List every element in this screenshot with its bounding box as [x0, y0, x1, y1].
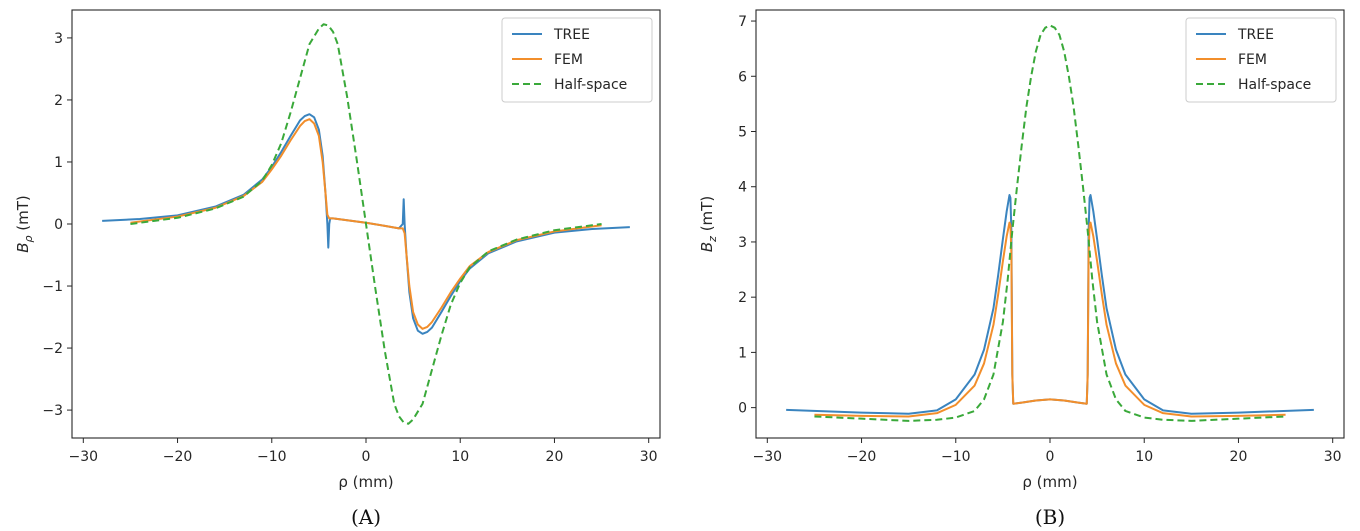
x-tick-label: 10 [1135, 449, 1153, 465]
y-tick-label: 2 [54, 93, 63, 109]
x-tick-label: 0 [1046, 449, 1055, 465]
x-tick-label: 30 [1324, 449, 1342, 465]
series-group [786, 24, 1314, 422]
y-axis-label: Bρ (mT) [14, 195, 35, 253]
series-line-tree [786, 194, 1314, 415]
legend-label: TREE [553, 27, 590, 43]
series-line-half-space [814, 24, 1286, 422]
x-axis-label: ρ (mm) [1022, 473, 1077, 491]
x-tick-label: 30 [640, 449, 658, 465]
y-tick-label: −2 [42, 341, 63, 357]
y-axis-label: Bz (mT) [698, 196, 719, 252]
series-line-fem [814, 221, 1286, 418]
y-tick-label: 4 [738, 180, 747, 196]
x-tick-label: −30 [69, 449, 99, 465]
legend-label: FEM [554, 52, 583, 68]
series-line-half-space [130, 23, 602, 425]
y-tick-label: 7 [738, 14, 747, 30]
legend-label: FEM [1238, 52, 1267, 68]
legend-box [1185, 17, 1337, 103]
x-tick-label: −10 [257, 449, 287, 465]
panel-caption: (B) [1035, 505, 1065, 529]
x-tick-label: −20 [163, 449, 193, 465]
y-tick-label: 0 [54, 217, 63, 233]
x-tick-label: −30 [753, 449, 783, 465]
legend-label: Half-space [554, 77, 627, 93]
y-tick-label: 5 [738, 124, 747, 140]
legend: TREE FEM Half-space [501, 17, 653, 103]
legend-label: Half-space [1238, 77, 1311, 93]
series-group [102, 23, 630, 425]
y-tick-label: 2 [738, 290, 747, 306]
y-tick-label: −1 [42, 279, 63, 295]
legend-box [501, 17, 653, 103]
x-tick-label: 20 [546, 449, 564, 465]
x-tick-label: 20 [1230, 449, 1248, 465]
y-tick-label: 6 [738, 69, 747, 85]
y-tick-label: 1 [54, 155, 63, 171]
panel-caption: (A) [351, 505, 381, 529]
x-axis-label: ρ (mm) [338, 473, 393, 491]
legend-label: TREE [1237, 27, 1274, 43]
x-tick-label: −20 [847, 449, 877, 465]
x-tick-label: −10 [941, 449, 971, 465]
y-tick-label: 1 [738, 345, 747, 361]
x-tick-label: 10 [451, 449, 469, 465]
legend: TREE FEM Half-space [1185, 17, 1337, 103]
x-tick-label: 0 [362, 449, 371, 465]
y-tick-label: 3 [54, 31, 63, 47]
y-tick-label: 3 [738, 235, 747, 251]
y-tick-label: 0 [738, 401, 747, 417]
chart-panel-b: −30 −20 −10 0 10 20 30 0 1 2 3 4 5 6 7 ρ (mm) Bz (mT) TRE… [698, 9, 1345, 529]
y-tick-label: −3 [42, 403, 63, 419]
